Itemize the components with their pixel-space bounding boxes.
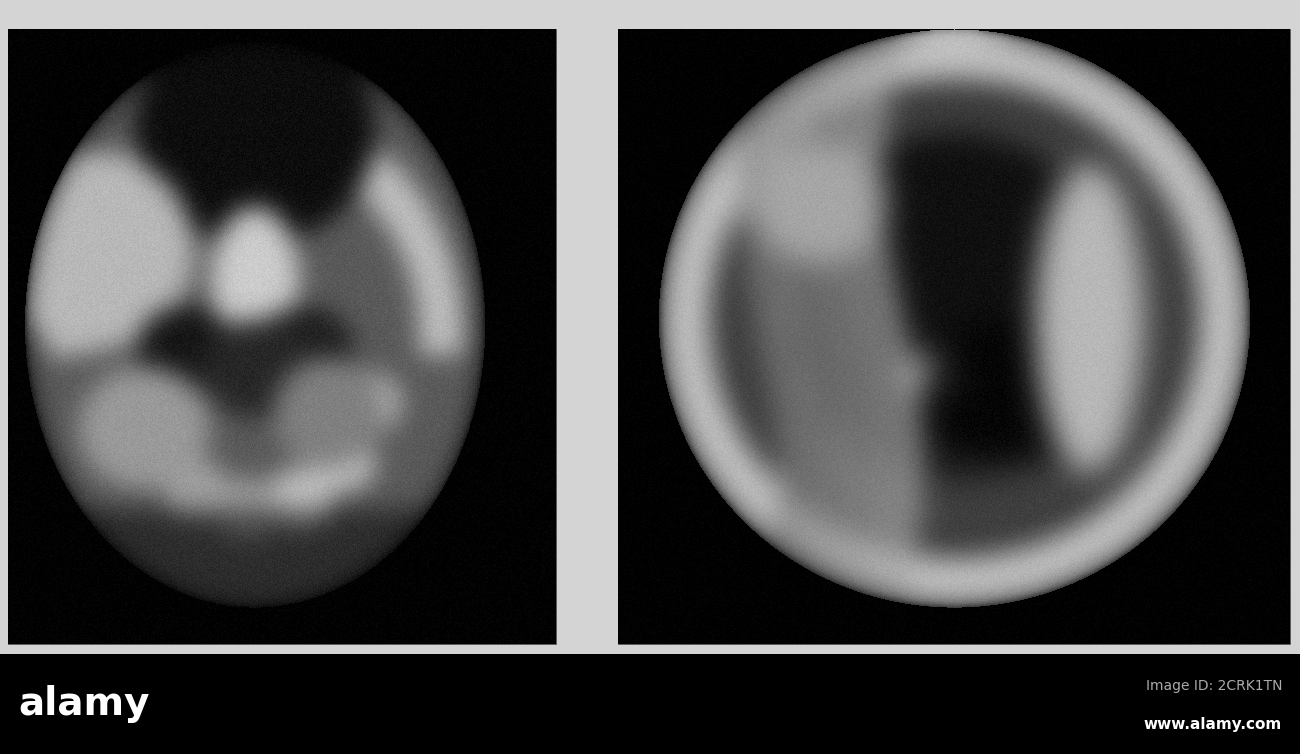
Bar bbox=[0, 654, 1300, 754]
Bar bbox=[8, 29, 556, 644]
Text: www.alamy.com: www.alamy.com bbox=[1144, 716, 1282, 731]
Text: Image ID: 2CRK1TN: Image ID: 2CRK1TN bbox=[1145, 679, 1282, 693]
Text: alamy: alamy bbox=[18, 685, 150, 723]
Bar bbox=[618, 29, 1290, 644]
